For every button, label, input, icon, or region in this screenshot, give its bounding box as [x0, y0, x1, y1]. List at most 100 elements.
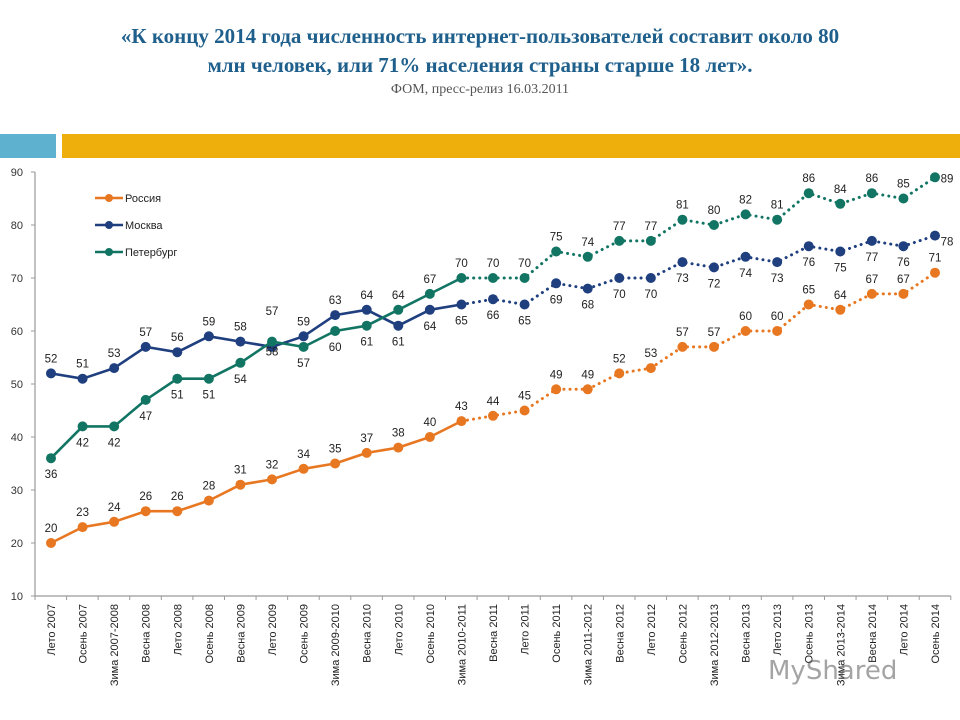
data-point — [330, 458, 341, 469]
data-label: 67 — [865, 274, 878, 286]
data-point — [330, 310, 341, 321]
data-label: 57 — [139, 327, 152, 339]
data-label: 70 — [613, 289, 626, 301]
data-point — [582, 251, 593, 262]
y-tick-label: 10 — [11, 591, 23, 603]
legend-swatch-marker — [105, 248, 113, 256]
data-point — [456, 416, 467, 427]
data-point — [835, 304, 846, 315]
data-point — [740, 251, 751, 262]
data-label: 51 — [171, 390, 184, 402]
x-category-label: Осень 2013 — [804, 604, 816, 664]
data-label: 76 — [897, 257, 910, 269]
data-label: 75 — [834, 263, 847, 275]
data-point — [330, 326, 341, 336]
data-label: 24 — [108, 502, 121, 514]
data-label: 65 — [518, 316, 531, 328]
decorative-bar-blue — [0, 134, 56, 158]
x-category-label: Весна 2011 — [488, 604, 500, 662]
data-point — [519, 405, 530, 416]
y-tick-label: 60 — [11, 326, 23, 338]
data-label: 51 — [76, 359, 89, 371]
data-label: 76 — [802, 257, 815, 269]
slide-title-line-2: млн человек, или 71% населения страны ст… — [207, 53, 753, 77]
data-label: 20 — [45, 523, 58, 535]
data-point — [172, 347, 183, 358]
series-line-solid — [50, 276, 463, 460]
data-label: 70 — [487, 258, 500, 270]
data-point — [298, 463, 309, 474]
data-point — [898, 193, 909, 204]
data-point — [361, 304, 372, 315]
data-point — [614, 235, 625, 246]
data-label: 35 — [329, 444, 342, 456]
data-label: 49 — [581, 369, 594, 381]
data-point — [803, 188, 814, 199]
data-label: 74 — [739, 268, 752, 280]
x-category-label: Весна 2013 — [741, 604, 753, 663]
data-label: 58 — [266, 347, 279, 359]
data-label: 51 — [202, 390, 215, 402]
data-point — [677, 214, 688, 225]
data-label: 45 — [518, 391, 531, 403]
data-point — [551, 246, 562, 257]
data-point — [46, 538, 56, 548]
series-lines — [46, 172, 940, 548]
y-tick-label: 20 — [11, 538, 23, 550]
data-point — [172, 506, 183, 517]
data-point — [582, 384, 593, 395]
data-point — [235, 336, 246, 347]
legend-swatch-marker — [105, 221, 113, 229]
data-label: 73 — [771, 273, 784, 285]
data-point — [393, 320, 404, 331]
x-category-label: Осень 2007 — [78, 604, 90, 664]
data-label: 64 — [360, 290, 373, 302]
data-point — [77, 373, 88, 384]
data-point — [645, 363, 656, 374]
data-point — [424, 432, 435, 442]
data-label: 49 — [550, 369, 563, 381]
y-tick-label: 50 — [11, 379, 23, 391]
y-tick-label: 70 — [11, 273, 23, 285]
data-point — [551, 278, 562, 289]
data-labels: 20 23 24 26 26 28 31 32 34 35 37 38 40 43 44 45 49 49 52 53… — [45, 173, 954, 535]
data-point — [424, 288, 435, 299]
data-point — [709, 262, 719, 273]
watermark: MyShared — [768, 656, 898, 686]
data-point — [645, 235, 656, 246]
decorative-bar-gold — [62, 134, 960, 158]
data-point — [109, 421, 120, 432]
series-line-solid — [50, 303, 462, 380]
y-tick-label: 80 — [11, 220, 23, 232]
data-point — [772, 257, 783, 268]
data-point — [866, 288, 877, 299]
data-label: 47 — [139, 411, 152, 423]
data-label: 58 — [234, 322, 247, 334]
data-point — [614, 368, 625, 379]
x-category-label: Лето 2014 — [898, 604, 910, 656]
data-point — [235, 479, 246, 490]
data-label: 34 — [297, 449, 310, 461]
data-point — [361, 447, 372, 458]
data-point — [898, 288, 909, 299]
data-point — [772, 214, 783, 225]
data-label: 73 — [676, 273, 689, 285]
legend-label: Петербург — [125, 247, 177, 259]
source-caption: ФОМ, пресс-релиз 16.03.2011 — [390, 82, 570, 97]
data-point — [361, 320, 372, 331]
data-label: 37 — [360, 433, 373, 445]
data-label: 26 — [171, 491, 184, 503]
data-point — [930, 230, 940, 241]
data-label: 81 — [676, 200, 689, 212]
y-tick-label: 90 — [11, 167, 23, 179]
x-category-label: Зима 2010-2011 — [456, 604, 468, 685]
data-label: 53 — [108, 348, 121, 360]
data-label: 54 — [234, 374, 247, 386]
x-category-label: Лето 2012 — [646, 604, 658, 656]
data-label: 60 — [329, 342, 342, 354]
data-point — [930, 267, 940, 278]
legend-swatch-marker — [105, 194, 113, 202]
data-label: 85 — [897, 179, 910, 191]
data-point — [740, 326, 751, 336]
data-label: 70 — [644, 289, 657, 301]
